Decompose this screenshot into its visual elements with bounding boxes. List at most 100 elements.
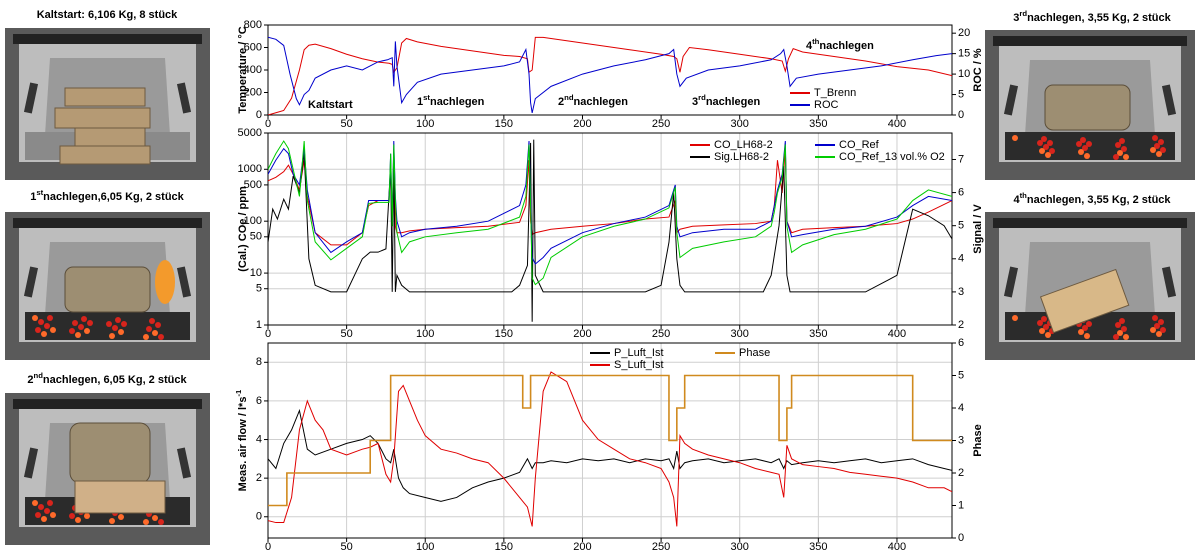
photo: [985, 212, 1195, 360]
x-tick-label: 250: [652, 541, 670, 550]
photo-caption-part: th: [1020, 191, 1028, 200]
y-axis-title-part: Meas. air flow / l*s: [237, 397, 249, 492]
plot-area: [268, 139, 952, 322]
photo-ember: [1076, 141, 1082, 147]
x-tick-label: 200: [573, 118, 591, 130]
x-tick-label: 350: [809, 118, 827, 130]
y-axis-title: Temperature / °C: [237, 26, 249, 113]
photo-ember: [1082, 145, 1088, 151]
photo-ember: [1047, 140, 1053, 146]
y-tick-label: 400: [244, 64, 262, 76]
y-tick-label: 10: [250, 267, 262, 279]
photo-slot: [176, 82, 192, 114]
photo-ember: [1123, 154, 1129, 160]
y2-tick-label: 10: [958, 68, 970, 80]
plot-frame: [267, 132, 953, 326]
annotation: 4thnachlegen: [806, 37, 874, 52]
photo-ember: [155, 322, 161, 328]
photo-caption-part: 2: [27, 374, 33, 386]
y-tick-label: 0: [256, 109, 262, 121]
photo-wood: [1044, 84, 1131, 131]
photo-caption-part: 3: [1013, 12, 1019, 24]
y2-tick-label: 4: [958, 253, 964, 265]
y-axis-title: Meas. air flow / l*s-1: [234, 389, 249, 491]
photo-wood: [69, 422, 151, 484]
photo-caption-part: Kaltstart: 6,106 Kg, 8 stück: [37, 9, 178, 21]
data-line: [268, 374, 952, 507]
photo-ember: [1049, 148, 1055, 154]
photo-wood: [74, 127, 146, 149]
photo-caption: Kaltstart: 6,106 Kg, 8 stück: [37, 9, 178, 21]
photo-ember: [72, 320, 78, 326]
photo-ember: [1152, 315, 1158, 321]
photo-caption-part: nachlegen, 3,55 Kg, 2 stück: [1027, 194, 1172, 206]
photo-caption: 4thnachlegen, 3,55 Kg, 2 stück: [1013, 191, 1171, 206]
photo-ember: [121, 321, 127, 327]
photo-ember: [87, 320, 93, 326]
annotation: 2ndnachlegen: [558, 93, 628, 108]
y2-tick-label: 4: [958, 402, 964, 414]
photo-ember: [143, 334, 149, 340]
photo-ember: [1043, 144, 1049, 150]
x-tick-label: 100: [416, 541, 434, 550]
legend-label: ROC: [814, 99, 839, 111]
x-tick-label: 400: [888, 541, 906, 550]
photo-slot: [1003, 266, 1019, 298]
data-line: [268, 408, 952, 502]
legend-label: P_Luft_Ist: [614, 347, 664, 359]
photo-ember: [78, 324, 84, 330]
photo-top: [13, 34, 202, 44]
photo-ember: [1154, 323, 1160, 329]
y-tick-label: 2: [256, 472, 262, 484]
y2-tick-label: 5: [958, 88, 964, 100]
annotation-part: Kaltstart: [308, 99, 353, 111]
x-tick-label: 150: [495, 118, 513, 130]
x-tick-label: 350: [809, 541, 827, 550]
x-tick-label: 300: [731, 328, 749, 340]
photo-ember: [69, 513, 75, 519]
photo-ember: [1117, 330, 1123, 336]
photo-ember: [1012, 135, 1018, 141]
y2-tick-label: 0: [958, 109, 964, 121]
photo-ember: [38, 319, 44, 325]
annotation-part: 1: [417, 96, 423, 108]
annotation-part: 4: [806, 40, 813, 52]
photo-slot: [1003, 84, 1019, 116]
photo-caption-part: nachlegen, 6,05 Kg, 2 stück: [43, 374, 188, 386]
photo-slot: [1161, 84, 1177, 116]
photo-ember: [1012, 315, 1018, 321]
photo-ember: [158, 519, 164, 525]
photo-flame: [155, 260, 175, 304]
y-axis-title-part: -1: [234, 389, 243, 397]
annotation: 3rdnachlegen: [692, 93, 760, 108]
x-tick-label: 200: [573, 541, 591, 550]
photo-ember: [1037, 140, 1043, 146]
annotation-part: nachlegen: [574, 96, 629, 108]
photo-caption: 3rdnachlegen, 3,55 Kg, 2 stück: [1013, 9, 1171, 24]
x-tick-label: 400: [888, 328, 906, 340]
photo-ember: [1045, 152, 1051, 158]
x-tick-label: 100: [416, 118, 434, 130]
annotation-part: th: [812, 37, 820, 46]
photo-ember: [1039, 328, 1045, 334]
y-axis-title-part: Temperature / °C: [237, 26, 249, 113]
x-tick-label: 300: [731, 541, 749, 550]
y-tick-label: 1: [256, 319, 262, 331]
y2-tick-label: 15: [958, 48, 970, 60]
y2-tick-label: 2: [958, 319, 964, 331]
photo-slot: [176, 266, 192, 298]
photo-ember: [44, 508, 50, 514]
photo-ember: [149, 318, 155, 324]
annotation-part: nachlegen: [430, 96, 485, 108]
photo-ember: [1113, 154, 1119, 160]
y-axis-title: (Cal.) COe / ppm: [237, 186, 249, 272]
x-tick-label: 50: [340, 328, 352, 340]
y-tick-label: 8: [256, 356, 262, 368]
y2-tick-label: 3: [958, 286, 964, 298]
photo-ember: [1115, 322, 1121, 328]
photo-ember: [109, 518, 115, 524]
plot-area: [268, 36, 952, 115]
photo: [5, 28, 210, 180]
photo-ember: [1156, 331, 1162, 337]
x-tick-label: 0: [265, 328, 271, 340]
